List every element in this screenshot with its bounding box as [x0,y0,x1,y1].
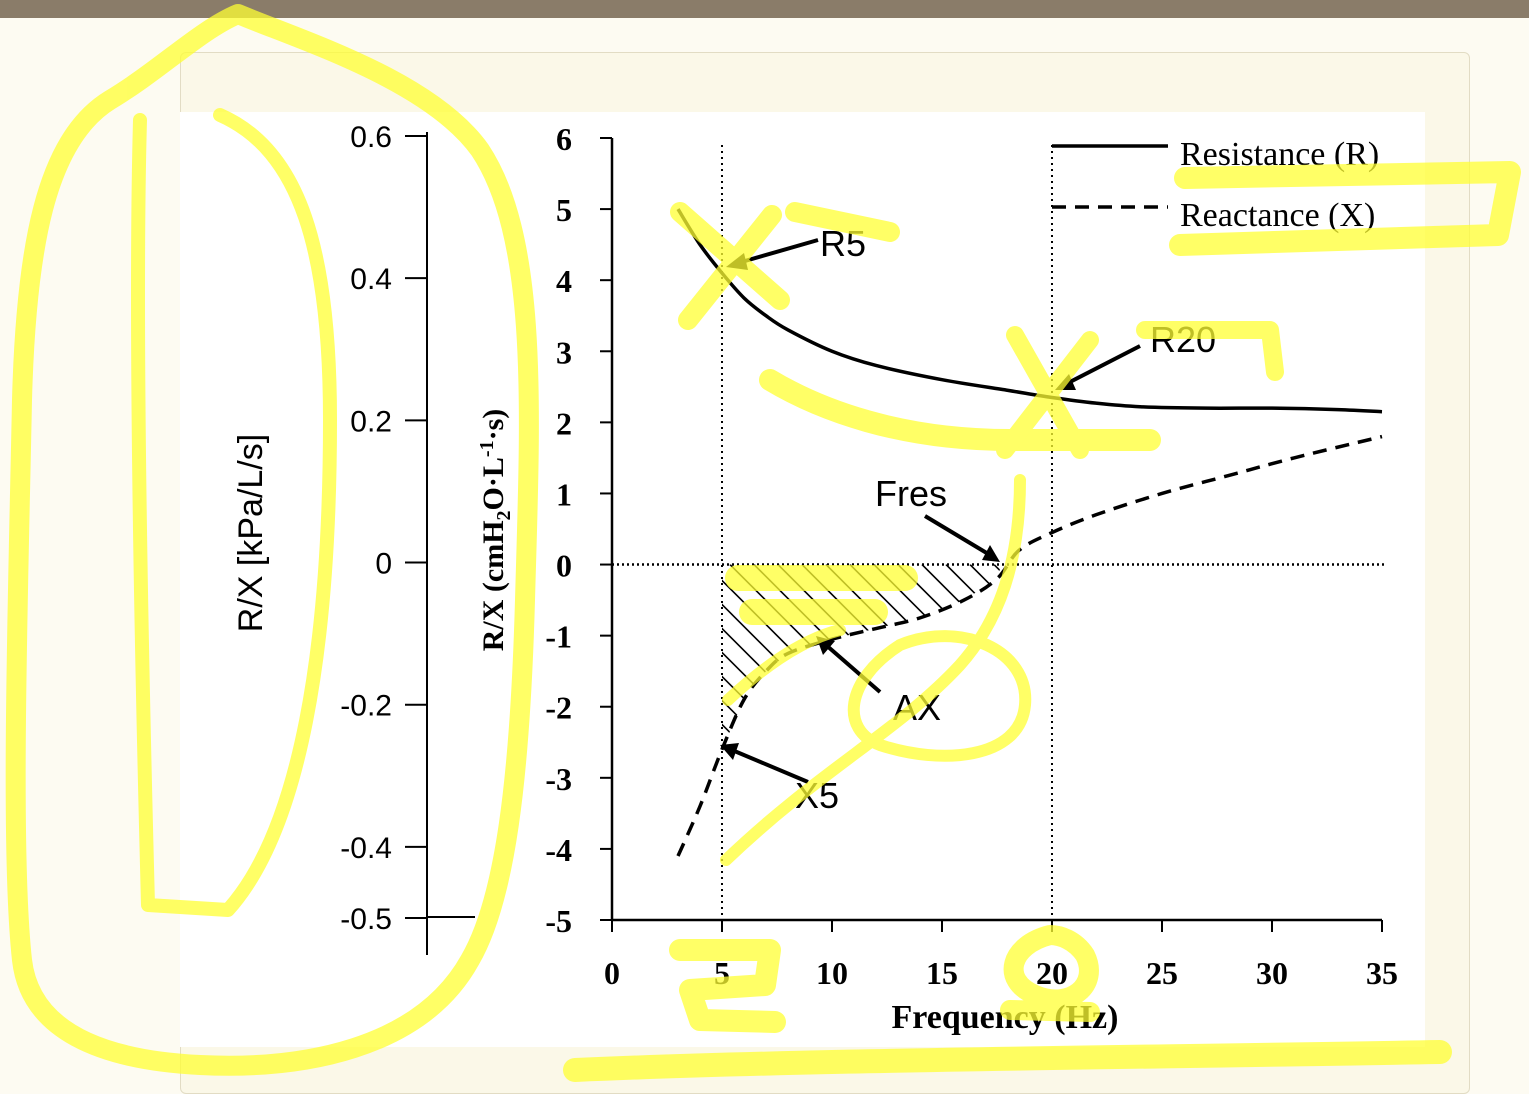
fres-arrowhead [982,545,1000,562]
y-tick-label: -1 [545,619,572,655]
hatch-line [921,564,1002,750]
fres-arrow [923,514,992,557]
x-tick-label: 10 [816,955,848,991]
highlight-x-underline [563,1040,1452,1082]
y-tick-label: -5 [545,903,572,939]
hatch-line [1090,565,1350,825]
y-tick-label: -2 [545,690,572,726]
top-bar [0,0,1529,18]
highlight-tick-20 [1000,925,1100,1022]
secondary-tick-label: 0.2 [350,405,392,438]
highlight-secondary-axis-loop [5,4,539,1076]
highlight-tick-5 [669,939,786,1033]
secondary-tick-label: 0.6 [350,121,392,154]
secondary-tick-label: -0.2 [340,690,392,723]
legend-reactance-label: Reactance (X) [1180,197,1375,234]
hatch-line [897,564,1002,750]
x-tick-label: 0 [604,955,620,991]
secondary-tick-label: 0.4 [350,263,392,296]
hatch-line [1066,565,1326,825]
r5-arrow [737,238,819,265]
x5-arrowhead [720,743,739,760]
highlight-ax-area [725,565,918,625]
highlight-r20 [996,321,1284,459]
y-tick-label: 0 [556,548,572,584]
reference-lines [612,145,1385,920]
highlight-secondary-axis-inner [130,108,337,917]
fres-annotation: Fres [875,473,947,514]
hatch-line [993,564,1002,750]
y-tick-label: 6 [556,121,572,157]
highlighter-marks [5,4,1521,1082]
r20-arrow [1065,344,1141,386]
ax-arrow [824,643,882,694]
highlight-ax-circle [847,630,1032,762]
y-tick-label: 4 [556,263,572,299]
hatch-line [1018,565,1278,825]
hatch-line [1042,565,1302,825]
y-tick-label: -4 [545,832,572,868]
y-tick-label: 1 [556,476,572,512]
highlight-x-segment [722,624,846,706]
reactance-line [676,434,1383,857]
y-tick-label: 2 [556,405,572,441]
hatch-line [945,564,1002,750]
hatch-line [969,564,1002,750]
hatch-line [1114,565,1374,825]
x-tick-label: 25 [1146,955,1178,991]
secondary-axis-label: R/X [kPa/L/s] [232,434,270,632]
x-tick-label: 35 [1366,955,1398,991]
resistance-line [676,208,1383,414]
x5-arrow [731,748,809,784]
highlight-x-curve [720,474,1026,866]
highlight-r-curve [759,369,1161,451]
x-tick-label: 20 [1036,955,1068,991]
y-tick-label: 5 [556,192,572,228]
highlight-r5 [670,202,900,330]
secondary-tick-label: 0 [375,548,392,581]
hatch-line [873,564,1002,750]
x-tick-label: 30 [1256,955,1288,991]
y-tick-label: 3 [556,334,572,370]
secondary-tick-label: -0.4 [340,832,392,865]
annotations: R5 R20 Fres AX X5 [720,223,1216,816]
secondary-axis: 0.6 0.4 0.2 0 -0.2 -0.4 -0.5 R/X [kPa/L/s] [232,121,475,955]
x-tick-label: 15 [926,955,958,991]
y-axis-label: R/X (cmH2O·L-1·s) [476,409,515,652]
y-tick-label: -3 [545,761,572,797]
hatch-line [849,564,1002,750]
highlight-reactance-legend [1169,161,1521,256]
secondary-tick-label: -0.5 [340,903,392,936]
